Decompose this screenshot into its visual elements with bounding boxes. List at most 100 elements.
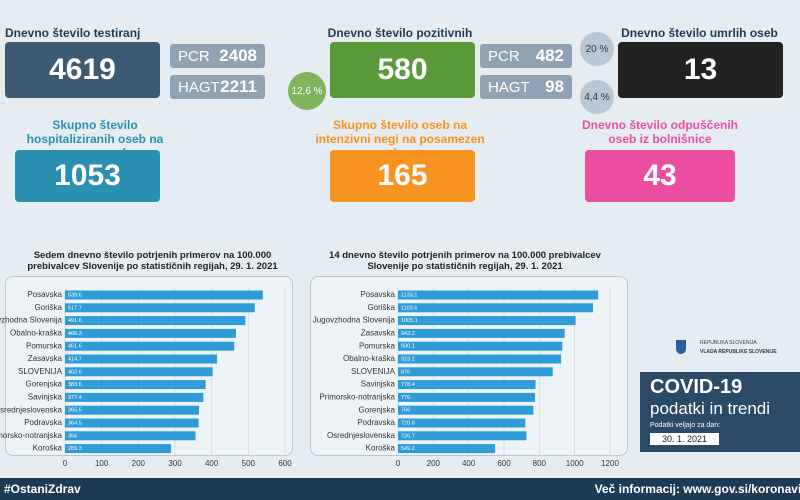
value-label: 778.4 xyxy=(401,382,415,388)
card-value: 1053 xyxy=(15,150,160,202)
bar xyxy=(398,431,527,441)
pcr-label: PCR xyxy=(178,47,210,65)
y-tick-label: Koroška xyxy=(33,444,63,453)
bar xyxy=(65,341,235,351)
chart-title: Sedem dnevno število potrjenih primerov … xyxy=(27,250,278,272)
x-tick-label: 600 xyxy=(497,459,511,468)
bar xyxy=(398,316,576,326)
chart-title: 14 dnevno število potrjenih primerov na … xyxy=(329,250,601,272)
value-label: 1133.1 xyxy=(401,292,417,298)
y-tick-label: Goriška xyxy=(367,303,395,312)
republic: REPUBLIKA SLOVENIJA xyxy=(700,340,757,346)
value-label: 377.4 xyxy=(68,395,82,401)
value-label: 539.6 xyxy=(68,292,82,298)
value-label: 776 xyxy=(401,395,410,401)
hagt-value: 98 xyxy=(545,77,564,96)
hagt-box: HAGT 2211 xyxy=(170,75,265,99)
x-tick-label: 100 xyxy=(95,459,109,468)
card-label: Dnevno število testiranj xyxy=(5,26,141,40)
bar xyxy=(398,328,565,338)
value-label: 876 xyxy=(401,369,410,375)
bar xyxy=(398,341,563,351)
logo xyxy=(676,340,686,354)
bar xyxy=(65,354,218,364)
pcr-box: PCR 482 xyxy=(480,44,572,68)
card-label: Dnevno število pozitivnih xyxy=(327,26,473,40)
hagt-label: HAGT xyxy=(178,78,220,96)
pcr-value: 2408 xyxy=(219,46,257,65)
share-circle: 20 % xyxy=(580,32,614,66)
y-tick-label: Goriška xyxy=(34,303,62,312)
y-tick-label: Savinjska xyxy=(361,380,396,389)
pcr-value: 482 xyxy=(535,46,564,65)
y-tick-label: Osrednjeslovenska xyxy=(327,431,396,440)
x-tick-label: 400 xyxy=(462,459,476,468)
y-tick-label: SLOVENIJA xyxy=(18,367,63,376)
value-label: 402.6 xyxy=(68,369,82,375)
info: Več informacij: www.gov.si/koronavirus xyxy=(594,482,800,496)
y-tick-label: Koroška xyxy=(366,444,396,453)
y-tick-label: Gorenjska xyxy=(359,405,396,414)
y-tick-label: Gorenjska xyxy=(26,380,63,389)
hagt-label: HAGT xyxy=(488,78,530,96)
card-value: 43 xyxy=(585,150,735,202)
value-label: 289.3 xyxy=(68,446,82,452)
x-tick-label: 200 xyxy=(427,459,441,468)
bar xyxy=(398,405,534,415)
government: VLADA REPUBLIKE SLOVENIJE xyxy=(700,349,777,355)
subhead: podatki in trendi xyxy=(650,399,771,418)
value-label: 549.2 xyxy=(401,446,415,452)
y-tick-label: Pomurska xyxy=(26,341,63,350)
value-label: 1103.6 xyxy=(401,305,417,311)
value-label: 466.3 xyxy=(68,331,82,337)
card-value: 13 xyxy=(618,42,783,98)
bar xyxy=(398,418,526,428)
y-tick-label: Primorsko-notranjska xyxy=(0,431,63,440)
share-circle: 12,6 % xyxy=(288,72,326,110)
x-tick-label: 400 xyxy=(205,459,219,468)
y-tick-label: Podravska xyxy=(24,418,62,427)
y-tick-label: Jugovzhodna Slovenija xyxy=(313,316,396,325)
x-tick-label: 0 xyxy=(63,459,68,468)
pcr-box: PCR 2408 xyxy=(170,44,265,68)
bar xyxy=(65,367,213,377)
value-label: 414.7 xyxy=(68,356,82,362)
bar xyxy=(65,444,172,454)
share-circle: 4,4 % xyxy=(580,80,614,114)
bar xyxy=(65,418,199,428)
value-label: 383.6 xyxy=(68,382,82,388)
hagt-value: 2211 xyxy=(220,77,257,96)
value-label: 726.7 xyxy=(401,433,415,439)
x-tick-label: 1000 xyxy=(566,459,584,468)
y-tick-label: Primorsko-notranjska xyxy=(319,393,395,402)
x-tick-label: 300 xyxy=(168,459,182,468)
value-label: 517.7 xyxy=(68,305,82,311)
bar xyxy=(65,405,200,415)
valid-date: 30. 1. 2021 xyxy=(650,433,720,445)
headline: COVID-19 xyxy=(650,376,743,398)
bar xyxy=(398,290,599,300)
y-tick-label: Zasavska xyxy=(28,354,63,363)
bar xyxy=(398,444,496,454)
value-label: 364.5 xyxy=(68,420,82,426)
card-label: Dnevno število odpuščenih oseb iz bolniš… xyxy=(581,118,739,146)
card-value: 580 xyxy=(330,42,475,98)
bar xyxy=(65,328,236,338)
x-tick-label: 1200 xyxy=(601,459,619,468)
card-label: Dnevno število umrlih oseb xyxy=(621,26,778,40)
x-tick-label: 800 xyxy=(533,459,547,468)
card-value: 165 xyxy=(330,150,475,202)
y-tick-label: Obalno-kraška xyxy=(343,354,396,363)
footer: #OstaniZdrav Več informacij: www.gov.si/… xyxy=(0,478,800,500)
bar xyxy=(65,290,263,300)
y-tick-label: Obalno-kraška xyxy=(10,329,63,338)
y-tick-label: Zasavska xyxy=(361,329,396,338)
x-tick-label: 600 xyxy=(278,459,292,468)
hagt-box: HAGT 98 xyxy=(480,75,572,99)
value-label: 923.2 xyxy=(401,356,415,362)
hashtag: #OstaniZdrav xyxy=(4,482,81,496)
value-label: 365.5 xyxy=(68,408,82,414)
value-label: 461.6 xyxy=(68,344,82,350)
